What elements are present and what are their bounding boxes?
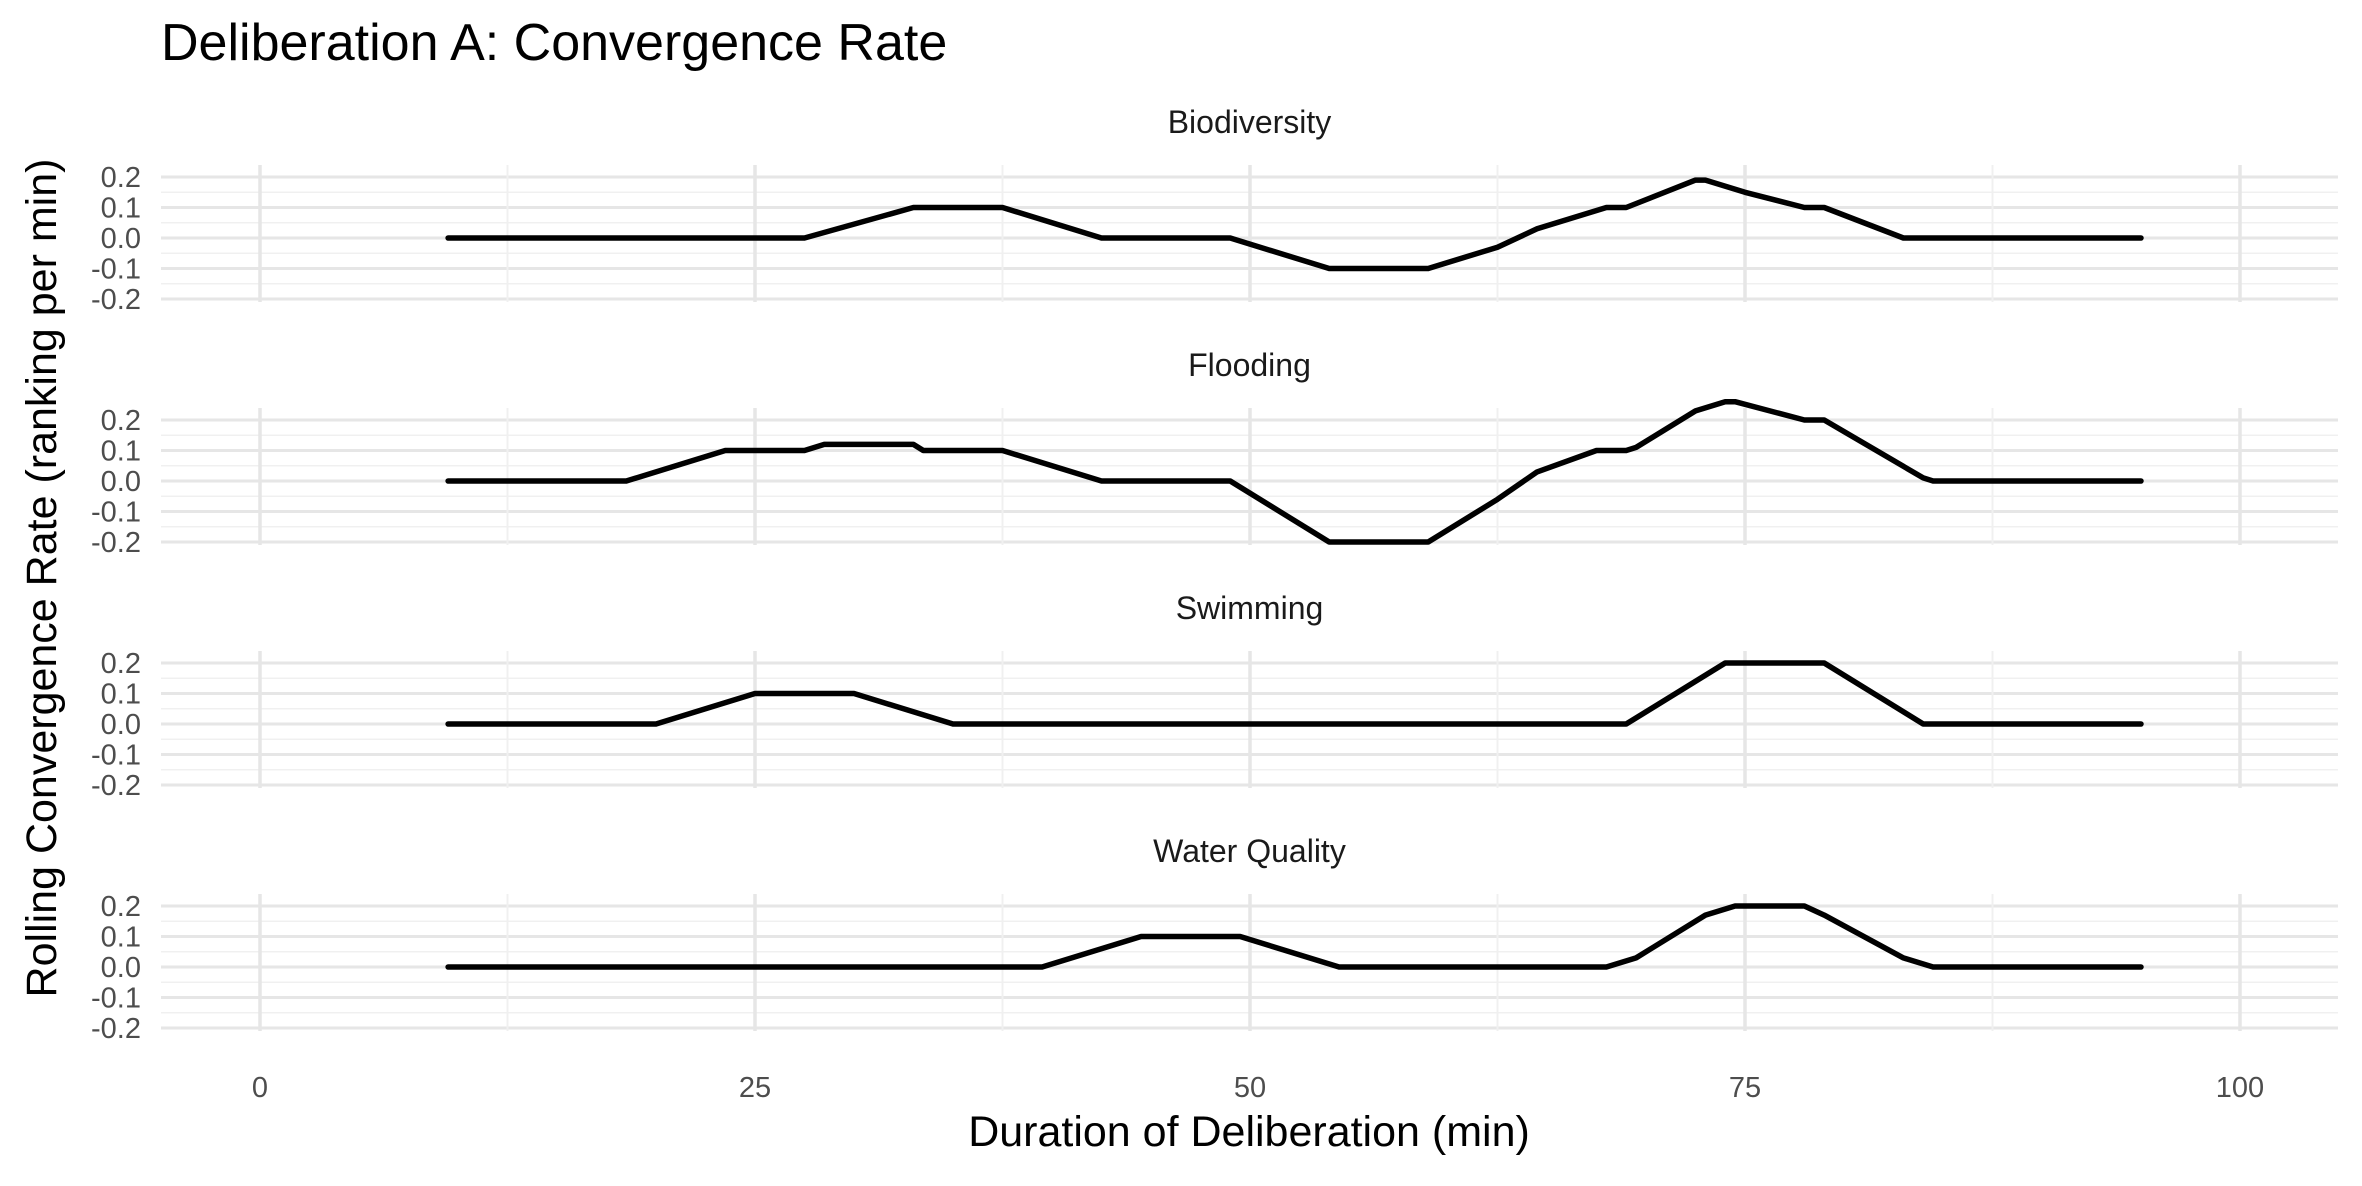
y-tick-label: -0.1 xyxy=(91,254,141,286)
panel-strip-label: Biodiversity xyxy=(1168,104,1332,140)
y-tick-label: -0.2 xyxy=(91,770,141,802)
series-line xyxy=(445,177,2144,272)
x-tick-label: 0 xyxy=(252,1072,268,1104)
series-line xyxy=(445,660,2144,727)
chart-title: Deliberation A: Convergence Rate xyxy=(161,14,947,72)
panel-biodiversity: Biodiversity -0.2-0.10.00.10.2 xyxy=(91,104,2338,316)
y-tick-label: -0.2 xyxy=(91,1013,141,1045)
y-tick-label: 0.1 xyxy=(101,679,141,711)
y-axis-title: Rolling Convergence Rate (ranking per mi… xyxy=(18,159,66,998)
y-tick-label: 0.2 xyxy=(101,162,141,194)
y-tick-label: 0.0 xyxy=(101,466,141,498)
y-tick-label: 0.0 xyxy=(101,709,141,741)
x-axis-title: Duration of Deliberation (min) xyxy=(968,1108,1530,1156)
y-tick-label: 0.2 xyxy=(101,648,141,680)
panel-strip-label: Water Quality xyxy=(1153,833,1346,869)
y-tick-label: -0.2 xyxy=(91,527,141,559)
x-tick-label: 75 xyxy=(1729,1072,1761,1104)
x-axis: 0 25 50 75 100 xyxy=(252,1072,2264,1104)
panels-layer: Biodiversity-0.2-0.10.00.10.2Flooding-0.… xyxy=(91,104,2338,1045)
x-tick-label: 100 xyxy=(2216,1072,2264,1104)
panel-water-quality: Water Quality -0.2-0.10.00.10.2 xyxy=(91,833,2338,1045)
panel-strip-label: Flooding xyxy=(1188,347,1311,383)
panel-swimming: Swimming -0.2-0.10.00.10.2 xyxy=(91,590,2338,802)
series-line xyxy=(445,398,2144,545)
y-tick-label: 0.1 xyxy=(101,922,141,954)
y-tick-label: 0.2 xyxy=(101,891,141,923)
y-tick-label: -0.1 xyxy=(91,740,141,772)
y-tick-label: -0.1 xyxy=(91,497,141,529)
x-tick-label: 25 xyxy=(739,1072,771,1104)
y-tick-label: -0.2 xyxy=(91,284,141,316)
y-tick-label: 0.0 xyxy=(101,952,141,984)
x-tick-label: 50 xyxy=(1234,1072,1266,1104)
panel-flooding: Flooding -0.2-0.10.00.10.2 xyxy=(91,347,2338,559)
panel-strip-label: Swimming xyxy=(1176,590,1324,626)
y-tick-label: 0.0 xyxy=(101,223,141,255)
y-tick-label: 0.1 xyxy=(101,436,141,468)
y-tick-label: 0.2 xyxy=(101,405,141,437)
series-line xyxy=(445,903,2144,970)
y-tick-label: -0.1 xyxy=(91,983,141,1015)
y-tick-label: 0.1 xyxy=(101,193,141,225)
